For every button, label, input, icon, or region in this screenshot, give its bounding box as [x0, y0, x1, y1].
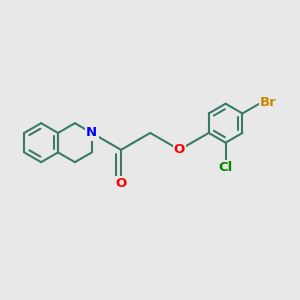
Text: O: O: [116, 177, 127, 190]
Text: O: O: [174, 143, 185, 156]
Text: N: N: [86, 126, 97, 140]
Text: Cl: Cl: [218, 161, 233, 175]
Text: Br: Br: [260, 96, 277, 109]
